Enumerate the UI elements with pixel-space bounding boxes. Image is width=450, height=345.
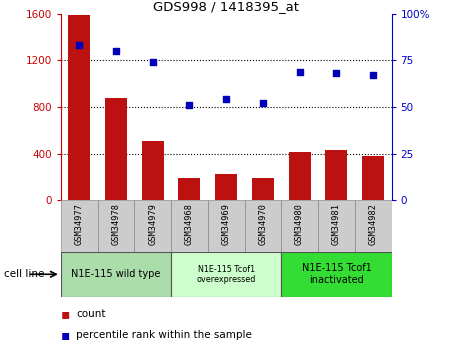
Bar xyxy=(68,16,90,200)
Bar xyxy=(61,252,171,297)
Bar xyxy=(281,200,318,252)
Point xyxy=(222,97,230,102)
Bar xyxy=(98,200,134,252)
Point xyxy=(76,43,83,48)
Text: percentile rank within the sample: percentile rank within the sample xyxy=(76,330,252,339)
Bar xyxy=(171,252,281,297)
Bar xyxy=(362,156,384,200)
Text: GSM34978: GSM34978 xyxy=(112,203,121,245)
Text: N1E-115 Tcof1
inactivated: N1E-115 Tcof1 inactivated xyxy=(302,264,371,285)
Point xyxy=(112,48,120,54)
Bar xyxy=(244,200,281,252)
Text: GSM34977: GSM34977 xyxy=(75,203,84,245)
Bar xyxy=(288,152,310,200)
Bar xyxy=(61,200,98,252)
Point xyxy=(149,59,156,65)
Bar xyxy=(325,150,347,200)
Bar xyxy=(134,200,171,252)
Bar xyxy=(281,252,392,297)
Title: GDS998 / 1418395_at: GDS998 / 1418395_at xyxy=(153,0,299,13)
Text: GSM34981: GSM34981 xyxy=(332,203,341,245)
Text: GSM34982: GSM34982 xyxy=(369,203,378,245)
Text: GSM34969: GSM34969 xyxy=(221,203,230,245)
Text: N1E-115 wild type: N1E-115 wild type xyxy=(71,269,161,279)
Text: N1E-115 Tcof1
overexpressed: N1E-115 Tcof1 overexpressed xyxy=(197,265,256,284)
Bar xyxy=(252,178,274,200)
Bar xyxy=(355,200,392,252)
Text: cell line: cell line xyxy=(4,269,45,279)
Point xyxy=(333,71,340,76)
Bar xyxy=(215,174,237,200)
Text: count: count xyxy=(76,309,106,319)
Point xyxy=(259,100,266,106)
Text: GSM34980: GSM34980 xyxy=(295,203,304,245)
Bar xyxy=(105,98,127,200)
Text: GSM34970: GSM34970 xyxy=(258,203,267,245)
Bar xyxy=(142,141,164,200)
Point xyxy=(296,69,303,74)
Bar xyxy=(171,200,208,252)
Bar xyxy=(208,200,244,252)
Point xyxy=(369,72,377,78)
Bar xyxy=(318,200,355,252)
Point xyxy=(186,102,193,108)
Text: ▪: ▪ xyxy=(61,328,70,342)
Text: GSM34968: GSM34968 xyxy=(185,203,194,245)
Text: ▪: ▪ xyxy=(61,307,70,321)
Bar xyxy=(178,178,200,200)
Text: GSM34979: GSM34979 xyxy=(148,203,157,245)
